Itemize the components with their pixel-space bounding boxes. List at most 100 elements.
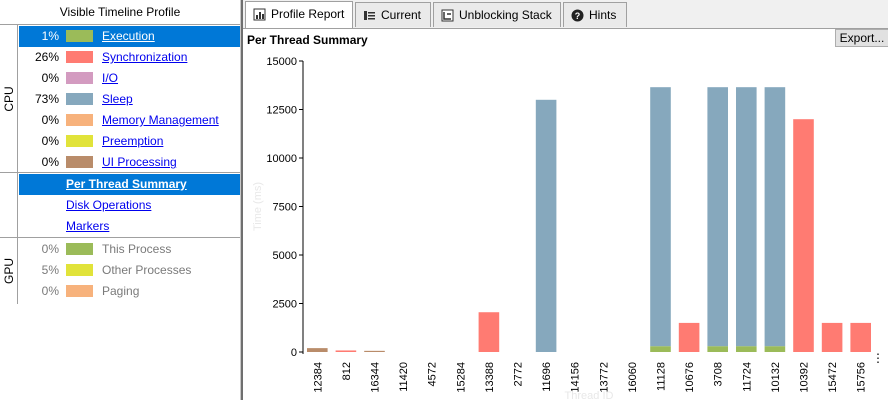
cpu-item-execution[interactable]: 1% Execution: [19, 26, 240, 47]
tab-hints[interactable]: ? Hints: [563, 2, 627, 27]
bar-thread-10392-series-1: [793, 119, 814, 352]
report-icon: [253, 8, 266, 21]
report-link[interactable]: Markers: [66, 219, 110, 233]
tab-current[interactable]: Current: [355, 2, 431, 27]
report-group-label: [0, 173, 18, 238]
bar-thread-11724-series-2: [736, 87, 757, 347]
color-swatch: [66, 51, 93, 63]
cpu-group-label: CPU: [0, 25, 18, 173]
gpu-group: GPU 0% This Process 5% Other Processes 0% Pag…: [0, 237, 240, 304]
x-tick-label: 10676: [684, 362, 696, 393]
y-tick-label: 12500: [266, 105, 297, 117]
x-axis-title: Thread ID: [565, 390, 614, 400]
x-tick-label: 12384: [312, 362, 324, 393]
report-item-markers[interactable]: Markers: [19, 216, 240, 237]
report-item-disk-operations[interactable]: Disk Operations: [19, 195, 240, 216]
x-tick-label: 16060: [627, 362, 639, 393]
x-tick-label: 11724: [741, 362, 753, 392]
current-icon: [364, 11, 375, 20]
more-options-icon[interactable]: ⋮: [872, 351, 884, 365]
bar-thread-3708-series-2: [707, 87, 728, 347]
y-tick-label: 15000: [266, 56, 297, 68]
y-axis-title: Time (ms): [252, 182, 264, 231]
report-link[interactable]: Disk Operations: [66, 198, 152, 212]
color-swatch: [66, 114, 93, 126]
color-swatch: [66, 243, 93, 255]
bar-thread-16344-series-3: [364, 350, 385, 352]
percentage: 26%: [34, 50, 59, 64]
percentage: 0%: [41, 71, 59, 85]
bar-thread-11128-series-2: [650, 87, 671, 347]
cpu-item-i-o[interactable]: 0% I/O: [19, 68, 240, 89]
category-link[interactable]: I/O: [102, 71, 119, 85]
x-tick-label: 10392: [799, 362, 811, 393]
color-swatch: [66, 264, 93, 276]
bar-thread-10132-series-0: [764, 346, 786, 352]
x-tick-label: 15756: [856, 362, 868, 393]
color-swatch: [66, 93, 93, 105]
y-tick-label: 7500: [273, 202, 297, 214]
x-tick-label: 15284: [455, 362, 467, 393]
tab-label: Unblocking Stack: [459, 8, 552, 22]
bar-thread-15472-series-1: [821, 322, 843, 352]
bar-thread-3708-series-0: [707, 346, 728, 352]
category-link[interactable]: Execution: [102, 29, 155, 43]
category-link[interactable]: UI Processing: [102, 155, 177, 169]
panel-splitter[interactable]: [241, 0, 243, 400]
cpu-item-sleep[interactable]: 73% Sleep: [19, 89, 240, 110]
color-swatch: [66, 135, 93, 147]
x-tick-label: 14156: [570, 362, 582, 393]
color-swatch: [66, 72, 93, 84]
tab-unblocking-stack[interactable]: Unblocking Stack: [433, 2, 561, 27]
report-link[interactable]: Per Thread Summary: [66, 177, 187, 191]
percentage: 0%: [41, 242, 59, 256]
tab-profile-report[interactable]: Profile Report: [245, 1, 353, 28]
report-item-per-thread-summary[interactable]: Per Thread Summary: [19, 174, 240, 195]
cpu-group: CPU 1% Execution 26% Synchronization 0% I/O 73…: [0, 24, 240, 173]
cpu-item-ui-processing[interactable]: 0% UI Processing: [19, 152, 240, 173]
color-swatch: [66, 285, 93, 297]
y-tick-label: 5000: [273, 250, 297, 262]
visible-timeline-profile-panel: Visible Timeline Profile CPU 1% Execution…: [0, 0, 241, 400]
tab-label: Profile Report: [271, 7, 345, 21]
panel-title: Visible Timeline Profile: [59, 5, 181, 19]
gpu-item-this-process[interactable]: 0% This Process: [19, 239, 240, 260]
x-tick-label: 4572: [427, 362, 439, 386]
x-tick-label: 11696: [541, 362, 553, 392]
category-link[interactable]: Paging: [102, 284, 140, 298]
left-panel-spacer: [0, 303, 18, 400]
bar-thread-11724-series-0: [736, 346, 757, 352]
unblocking-stack-icon: [441, 9, 454, 22]
color-swatch: [66, 30, 93, 42]
export-button[interactable]: Export...: [835, 29, 888, 47]
cpu-item-memory-management[interactable]: 0% Memory Management: [19, 110, 240, 131]
color-swatch: [66, 156, 93, 168]
x-tick-label: 3708: [713, 362, 725, 386]
category-link[interactable]: Sleep: [102, 92, 133, 106]
report-title: Per Thread Summary: [247, 33, 368, 47]
tab-label: Hints: [589, 8, 617, 22]
x-tick-label: 13772: [598, 362, 610, 393]
y-tick-label: 0: [291, 347, 297, 359]
x-tick-label: 13388: [484, 362, 496, 393]
cpu-item-synchronization[interactable]: 26% Synchronization: [19, 47, 240, 68]
x-tick-label: 10132: [770, 362, 782, 393]
help-icon: ?: [571, 9, 584, 22]
x-tick-label: 15472: [827, 362, 839, 393]
category-link[interactable]: Other Processes: [102, 263, 192, 277]
cpu-item-preemption[interactable]: 0% Preemption: [19, 131, 240, 152]
category-link[interactable]: Preemption: [102, 134, 164, 148]
bar-thread-10132-series-2: [764, 87, 786, 347]
x-tick-label: 11420: [398, 362, 410, 392]
bar-thread-10676-series-1: [678, 322, 700, 352]
category-link[interactable]: Memory Management: [102, 113, 219, 127]
report-panel: Profile Report Current Unblocking Stack …: [243, 0, 888, 400]
category-link[interactable]: Synchronization: [102, 50, 188, 64]
gpu-item-paging[interactable]: 0% Paging: [19, 281, 240, 302]
y-tick-label: 2500: [273, 299, 297, 311]
category-link[interactable]: This Process: [102, 242, 172, 256]
percentage: 0%: [41, 134, 59, 148]
gpu-item-other-processes[interactable]: 5% Other Processes: [19, 260, 240, 281]
report-group: Per Thread Summary Disk Operations Markers: [0, 172, 240, 238]
bar-thread-13388-series-1: [478, 312, 500, 352]
